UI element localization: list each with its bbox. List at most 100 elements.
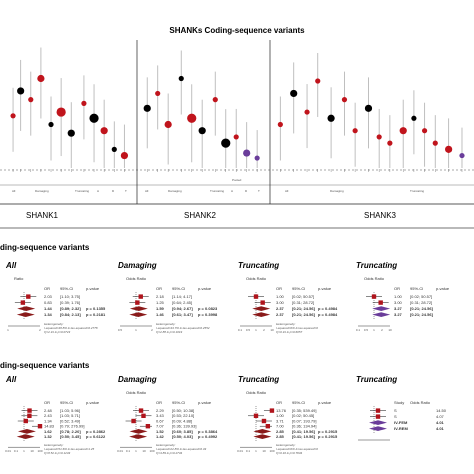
table-cell: [0.94; 2.67] [172, 306, 193, 311]
table-cell: 7.07 [156, 424, 165, 429]
table-cell: [0.36; 134.94] [292, 424, 316, 429]
column-header: p-value [436, 286, 450, 291]
x-tick-label: 0.1 [14, 449, 19, 453]
study-square [131, 418, 136, 424]
column-header: p-value [198, 286, 212, 291]
x-tick-label: 0.5 [118, 328, 123, 332]
table-cell: 2.18 [156, 294, 165, 299]
table-cell: [0.02; 50.57] [292, 294, 314, 299]
x-tick-label: 1 [135, 449, 137, 453]
variant-point [445, 145, 453, 153]
x-tick-label: 10 [142, 449, 146, 453]
variant-point [341, 97, 348, 103]
variant-point [364, 104, 373, 112]
table-cell: [0.61; 3.47] [172, 312, 193, 317]
axis-label: Odds Ratio [126, 390, 147, 395]
variant-point [143, 104, 151, 112]
table-cell: [0.79; 276.99] [60, 424, 84, 429]
pooled-diamond [129, 312, 148, 317]
x-tick-label: 1 [255, 449, 257, 453]
table-cell: 2.85 [276, 434, 285, 439]
x-tick-label: 1 [23, 449, 25, 453]
column-header: p-value [198, 400, 212, 405]
group-label: Damaging [330, 189, 344, 193]
x-tick-label: 1 [7, 328, 9, 332]
forest-panel: Truncating Study Odds Ratio S 14.50 S 4.07 IV-F… [356, 375, 447, 441]
table-cell: [0.50; 4.03] [172, 434, 193, 439]
table-cell: 7.00 [276, 424, 285, 429]
table-cell: 2.29 [156, 408, 165, 413]
heterogeneity-text: Heterogeneity: [276, 322, 296, 326]
variant-point [399, 127, 407, 135]
forest-section-2: ding-sequence variants All OR 95%-CI p-valu… [0, 361, 447, 455]
column-header: OR [156, 400, 162, 405]
table-cell: S [394, 408, 397, 413]
table-cell: 1.32 [44, 434, 53, 439]
table-cell: 1.52 [156, 429, 165, 434]
variant-point [37, 74, 45, 83]
column-header: p-value [318, 400, 332, 405]
table-cell: [1.03; 5.96] [60, 408, 80, 413]
variant-point [155, 90, 161, 97]
table-cell: 3.27 [394, 312, 403, 317]
x-tick-label: 100 [37, 449, 42, 453]
variant-point [178, 75, 184, 82]
x-tick-label: 100 [269, 449, 274, 453]
column-header: OR [156, 286, 162, 291]
column-header: p-value [318, 286, 332, 291]
pooled-diamond [253, 429, 272, 434]
x-tick-label: 0.01 [237, 449, 243, 453]
column-header: OR [44, 286, 50, 291]
column-header: 95%-CI [60, 400, 73, 405]
column-header: 95%-CI [292, 400, 305, 405]
table-cell: [0.39; 1.76] [60, 300, 80, 305]
group-label: Damaging [168, 189, 182, 193]
column-header: p-value [86, 286, 100, 291]
table-cell: 1.34 [44, 312, 53, 317]
x-tick-label: 0.5 [246, 328, 251, 332]
table-cell: [1.10; 3.75] [60, 294, 80, 299]
table-cell: [1.03; 5.71] [60, 413, 80, 418]
x-tick-label: 10 [262, 449, 266, 453]
table-cell: [0.53; 22.10] [172, 413, 194, 418]
table-cell: 3.27 [394, 306, 403, 311]
x-tick-label: 10 [388, 328, 392, 332]
forest-title: Damaging [118, 375, 157, 384]
heterogeneity-text: Q=0.31 & p=0.6057 [276, 330, 303, 334]
variant-point [387, 140, 393, 146]
table-cell: p = 0.2181 [86, 312, 106, 317]
section-title: ding-sequence variants [0, 243, 90, 252]
x-tick-label: 2 [151, 328, 153, 332]
study-square [23, 418, 28, 424]
table-cell: [0.64; 2.45] [172, 300, 192, 305]
x-tick-label: 1 [373, 328, 375, 332]
variant-point [315, 78, 321, 84]
variant-point [10, 113, 16, 119]
study-square [253, 413, 259, 418]
x-tick-label: 0.5 [364, 328, 369, 332]
panel-label-shank3: SHANK3 [364, 211, 397, 220]
column-header: OR [44, 400, 50, 405]
variant-point [277, 121, 283, 128]
study-square [261, 418, 267, 424]
table-cell: 0.67 [156, 418, 165, 423]
x-tick-label: 2 [381, 328, 383, 332]
column-header: OR [394, 286, 400, 291]
table-cell: 14.50 [436, 408, 447, 413]
table-cell: 3.00 [394, 300, 403, 305]
forest-panel: Truncating Odds Ratio OR 95%-CI p-value 13.76… [237, 375, 338, 455]
table-cell: [0.02; 50.45] [292, 413, 314, 418]
heterogeneity-text: Q=8.52 & p=0.1233 [44, 451, 71, 455]
column-header: OR [276, 400, 282, 405]
pooled-diamond [17, 429, 36, 434]
table-cell: [0.84; 2.13] [60, 312, 81, 317]
group-label: Truncating [410, 189, 424, 193]
variant-point [352, 128, 358, 134]
variant-point [198, 127, 206, 135]
variant-point [120, 151, 129, 160]
axis-label: Odds Ratio [246, 276, 267, 281]
heterogeneity-text: Q=2.31 & p=0.0723 [44, 330, 71, 334]
pooled-diamond [372, 306, 391, 311]
table-cell: 2.03 [44, 294, 53, 299]
